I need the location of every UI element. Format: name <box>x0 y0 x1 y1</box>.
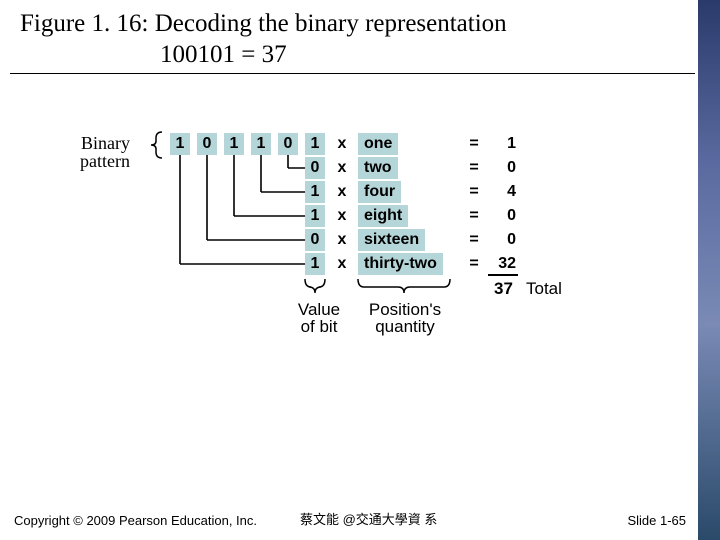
vob-l1: Value <box>293 301 345 318</box>
title-line1: Figure 1. 16: Decoding the binary repres… <box>20 8 700 39</box>
pq-l1: Position's <box>360 301 450 318</box>
decorative-right-strip <box>698 0 720 540</box>
binary-decoding-diagram: Binary pattern 101101 1xone=10xtwo=01xfo… <box>80 130 640 450</box>
title-line2: 100101 = 37 <box>20 39 700 70</box>
value-of-bit-label: Value of bit <box>293 301 345 335</box>
slide-title: Figure 1. 16: Decoding the binary repres… <box>20 8 700 71</box>
bottom-brackets <box>80 130 640 450</box>
author-text: 蔡文能 @交通大學資 系 <box>300 509 437 528</box>
copyright-text: Copyright © 2009 Pearson Education, Inc. <box>14 513 257 528</box>
title-underline <box>10 73 695 74</box>
slide-number: Slide 1-65 <box>627 513 686 528</box>
vob-l2: of bit <box>293 318 345 335</box>
position-quantity-label: Position's quantity <box>360 301 450 335</box>
pq-l2: quantity <box>360 318 450 335</box>
